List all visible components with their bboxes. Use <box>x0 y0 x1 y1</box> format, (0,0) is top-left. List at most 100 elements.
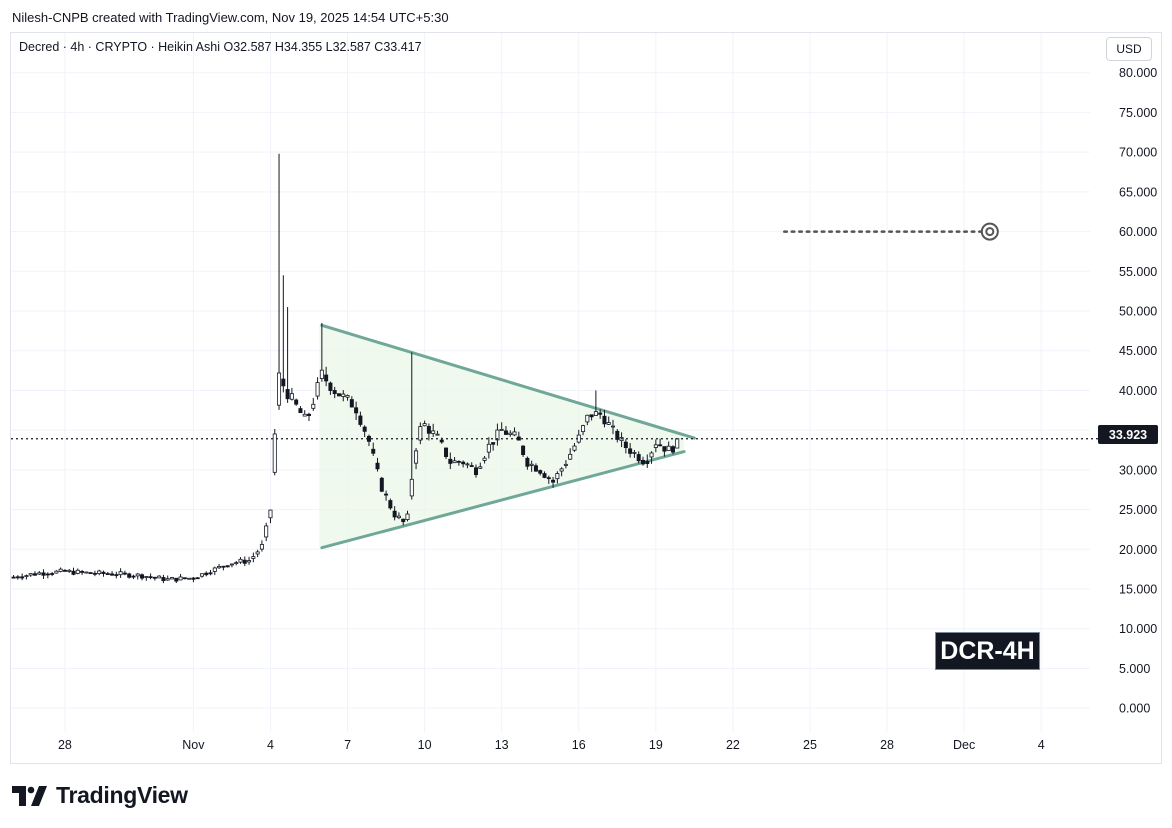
x-tick-label: 28 <box>58 738 72 752</box>
candle-body <box>512 431 517 436</box>
target-marker-inner <box>985 227 995 237</box>
candle-body <box>533 465 538 472</box>
x-tick-label: 28 <box>880 738 894 752</box>
candle-body <box>379 477 384 492</box>
candle-body <box>225 565 230 568</box>
triangle-pattern <box>319 323 696 550</box>
candle-body <box>37 572 42 575</box>
candle-body <box>328 382 333 391</box>
candle-body <box>435 433 440 436</box>
candle-body <box>336 393 341 397</box>
candle-body <box>499 428 504 431</box>
candle-body <box>221 565 226 568</box>
last-price-tag: 33.923 <box>1098 425 1158 444</box>
candle-body <box>174 577 179 582</box>
candle-body <box>50 573 55 575</box>
candle-body <box>217 566 222 569</box>
candle-body <box>251 556 256 559</box>
y-tick-label: 55.000 <box>1119 265 1157 279</box>
candle-body <box>135 573 140 577</box>
candle-body <box>302 413 307 417</box>
candle-body <box>414 450 419 464</box>
candle-body <box>88 572 93 574</box>
candle-body <box>465 463 470 466</box>
candle-body <box>285 389 290 400</box>
candle-body <box>354 407 359 414</box>
candle-body <box>482 457 487 461</box>
candle-body <box>593 411 598 416</box>
candle-body <box>418 426 423 441</box>
candle-body <box>169 577 174 580</box>
grid-lines <box>11 33 1090 732</box>
candle-body <box>503 430 508 435</box>
candle-body <box>255 551 260 555</box>
candle-body <box>105 573 110 576</box>
candle-body <box>247 560 252 563</box>
chart-title-label: DCR-4H <box>935 632 1040 670</box>
target-projection <box>783 222 999 241</box>
candle-body <box>358 415 363 425</box>
candle-body <box>238 558 243 563</box>
candle-body <box>28 573 33 576</box>
candle-body <box>58 568 63 572</box>
candle-body <box>148 576 153 579</box>
triangle-lower-line <box>320 450 686 550</box>
y-tick-label: 15.000 <box>1119 583 1157 597</box>
candle-body <box>332 390 337 395</box>
candle-body <box>54 570 59 574</box>
candle-body <box>559 468 564 472</box>
candle-body <box>144 576 149 578</box>
triangle-upper-line <box>320 323 696 440</box>
candle-body <box>508 432 513 435</box>
y-tick-label: 45.000 <box>1119 344 1157 358</box>
candle-body <box>636 454 641 462</box>
x-tick-label: 22 <box>726 738 740 752</box>
candle-body <box>349 399 354 408</box>
candle-body <box>319 369 324 379</box>
candle-body <box>598 412 603 415</box>
candle-body <box>234 562 239 564</box>
candle-body <box>439 439 444 443</box>
y-tick-label: 30.000 <box>1119 463 1157 477</box>
candle-body <box>345 395 350 398</box>
brand-name: TradingView <box>56 782 188 808</box>
candle-body <box>84 571 89 574</box>
candle-body <box>195 577 200 580</box>
candle-body <box>191 577 196 580</box>
candle-body <box>324 374 329 382</box>
candle-body <box>20 576 25 579</box>
x-tick-label: 4 <box>267 738 274 752</box>
candles <box>11 153 680 584</box>
candle-body <box>362 426 367 432</box>
candle-body <box>80 571 85 573</box>
candle-body <box>529 463 534 466</box>
candle-body <box>187 577 192 580</box>
candle-body <box>161 577 166 582</box>
candle-body <box>294 399 299 405</box>
candle-body <box>401 518 406 523</box>
symbol-legend: Decred · 4h · CRYPTO · Heikin Ashi O32.5… <box>19 40 422 54</box>
y-tick-label: 20.000 <box>1119 543 1157 557</box>
candle-body <box>264 525 269 538</box>
x-tick-label: 4 <box>1038 738 1045 752</box>
candle-body <box>242 559 247 564</box>
x-tick-label: 19 <box>649 738 663 752</box>
candle-body <box>452 460 457 464</box>
candle-body <box>272 433 277 473</box>
currency-button[interactable]: USD <box>1106 37 1152 61</box>
candle-body <box>478 466 483 469</box>
tradingview-brand[interactable]: TradingView <box>12 782 188 809</box>
y-tick-label: 65.000 <box>1119 185 1157 199</box>
candle-body <box>675 438 680 449</box>
candle-body <box>289 393 294 400</box>
candle-body <box>101 571 106 574</box>
candle-body <box>572 445 577 451</box>
candle-body <box>640 459 645 465</box>
attribution-text: Nilesh-CNPB created with TradingView.com… <box>12 10 449 25</box>
candle-body <box>670 446 675 453</box>
x-tick-label: 13 <box>495 738 509 752</box>
candle-body <box>491 442 496 445</box>
candle-body <box>473 467 478 476</box>
candle-body <box>268 509 273 519</box>
